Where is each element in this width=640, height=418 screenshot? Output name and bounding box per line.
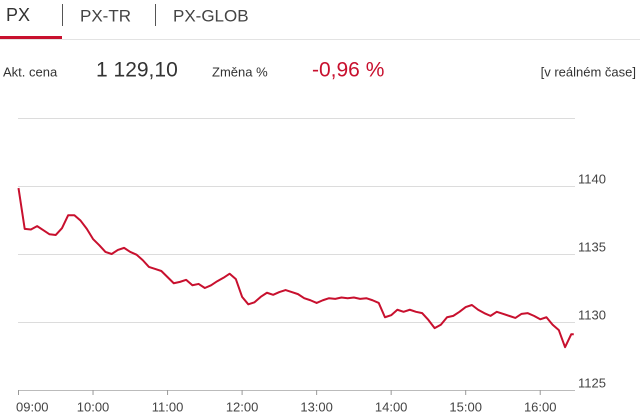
- price-label: Akt. cena: [3, 64, 58, 79]
- x-tick-label: 12:00: [226, 399, 259, 414]
- change: -0,96 %: [312, 59, 384, 82]
- y-tick-label: 1130: [578, 307, 606, 322]
- x-tick-label: 15:00: [449, 399, 482, 414]
- tab[interactable]: PX: [6, 5, 30, 25]
- y-tick-label: 1135: [578, 239, 606, 254]
- x-tick-label: 13:00: [300, 399, 333, 414]
- price: 1 129,10: [96, 59, 178, 82]
- y-tick-label: 1125: [578, 375, 606, 390]
- x-tick-label: 09:00: [16, 399, 49, 414]
- tab[interactable]: PX-TR: [80, 6, 131, 25]
- x-tick-label: 14:00: [375, 399, 408, 414]
- change-label: Změna %: [212, 64, 268, 79]
- active-tab-underline: [0, 36, 62, 39]
- y-tick-label: 1140: [578, 171, 606, 186]
- x-tick-label: 11:00: [152, 399, 184, 414]
- x-tick-label: 16:00: [524, 399, 557, 414]
- realtime-note: [v reálném čase]: [541, 64, 636, 79]
- tab[interactable]: PX-GLOB: [173, 6, 249, 25]
- price-line: [17, 187, 574, 349]
- x-tick-label: 10:00: [77, 399, 110, 414]
